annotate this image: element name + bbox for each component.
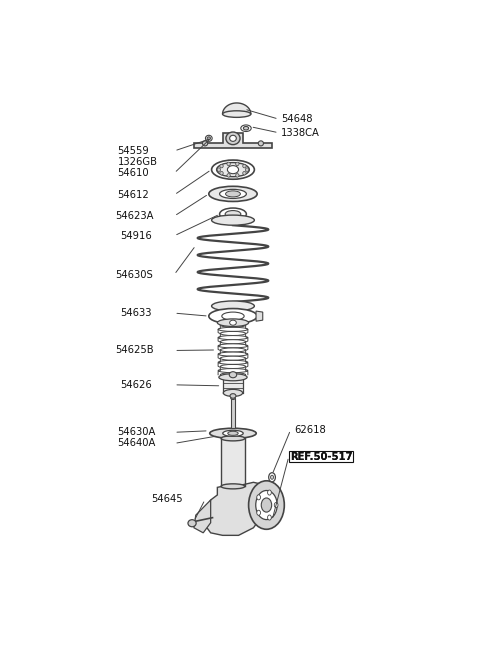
Ellipse shape	[220, 323, 246, 327]
Ellipse shape	[267, 490, 271, 495]
Text: 54645: 54645	[151, 495, 183, 504]
Ellipse shape	[219, 208, 246, 220]
Text: 1338CA: 1338CA	[281, 128, 320, 138]
Ellipse shape	[220, 373, 246, 377]
Ellipse shape	[243, 164, 246, 168]
Ellipse shape	[245, 168, 249, 171]
Ellipse shape	[205, 135, 212, 141]
Polygon shape	[205, 482, 268, 535]
Text: 54626: 54626	[120, 380, 152, 390]
Ellipse shape	[229, 320, 236, 325]
Text: 54625B: 54625B	[115, 346, 154, 356]
Ellipse shape	[218, 360, 248, 364]
Ellipse shape	[227, 162, 230, 166]
Ellipse shape	[222, 312, 244, 320]
Ellipse shape	[220, 171, 223, 175]
Text: 54612: 54612	[118, 190, 149, 200]
Text: 54559: 54559	[118, 146, 149, 156]
Text: 54623A: 54623A	[115, 211, 154, 221]
Ellipse shape	[220, 365, 246, 369]
Ellipse shape	[257, 495, 261, 500]
Ellipse shape	[221, 436, 245, 441]
Ellipse shape	[226, 132, 240, 144]
Polygon shape	[256, 311, 263, 321]
Ellipse shape	[218, 344, 248, 348]
Ellipse shape	[212, 160, 254, 179]
Ellipse shape	[223, 111, 251, 117]
Ellipse shape	[258, 141, 264, 146]
Ellipse shape	[223, 390, 243, 396]
Ellipse shape	[209, 308, 257, 323]
Ellipse shape	[236, 162, 239, 166]
Ellipse shape	[220, 348, 246, 352]
Ellipse shape	[228, 431, 238, 436]
Text: 54640A: 54640A	[118, 438, 156, 449]
Ellipse shape	[231, 396, 235, 400]
Ellipse shape	[217, 168, 220, 171]
Text: 54648: 54648	[281, 114, 313, 124]
Ellipse shape	[218, 327, 248, 331]
Polygon shape	[223, 379, 243, 393]
Ellipse shape	[249, 481, 284, 529]
Polygon shape	[221, 438, 245, 486]
Ellipse shape	[223, 375, 243, 382]
Text: 54633: 54633	[120, 308, 152, 318]
Ellipse shape	[269, 473, 276, 482]
Ellipse shape	[261, 498, 272, 512]
Ellipse shape	[203, 141, 208, 146]
Ellipse shape	[216, 163, 249, 176]
Ellipse shape	[218, 352, 248, 356]
Text: 62618: 62618	[294, 425, 326, 435]
Ellipse shape	[217, 319, 249, 327]
Ellipse shape	[218, 336, 248, 340]
Ellipse shape	[188, 520, 196, 527]
Ellipse shape	[221, 484, 245, 489]
Text: 54610: 54610	[118, 168, 149, 178]
Ellipse shape	[207, 137, 210, 140]
Ellipse shape	[236, 174, 239, 177]
Ellipse shape	[212, 301, 254, 311]
Ellipse shape	[219, 190, 246, 198]
Ellipse shape	[227, 174, 230, 177]
Text: 54916: 54916	[120, 231, 152, 241]
Ellipse shape	[220, 356, 246, 360]
Ellipse shape	[229, 372, 237, 378]
Ellipse shape	[229, 135, 236, 141]
Ellipse shape	[220, 164, 223, 168]
Ellipse shape	[257, 510, 261, 515]
Ellipse shape	[230, 394, 236, 398]
Ellipse shape	[267, 515, 271, 520]
Text: REF.50-517: REF.50-517	[290, 451, 352, 462]
Ellipse shape	[223, 430, 243, 436]
Polygon shape	[194, 500, 211, 533]
Ellipse shape	[210, 428, 256, 438]
Polygon shape	[194, 133, 272, 148]
Ellipse shape	[241, 125, 251, 131]
Polygon shape	[223, 103, 251, 114]
Ellipse shape	[219, 374, 247, 380]
Ellipse shape	[209, 186, 257, 201]
Ellipse shape	[220, 340, 246, 344]
Ellipse shape	[226, 191, 240, 197]
Text: 54630S: 54630S	[115, 270, 153, 279]
Ellipse shape	[243, 127, 249, 130]
Ellipse shape	[243, 171, 246, 175]
Text: 54630A: 54630A	[118, 427, 156, 438]
Ellipse shape	[274, 502, 278, 508]
Ellipse shape	[212, 215, 254, 225]
Ellipse shape	[218, 369, 248, 373]
Ellipse shape	[271, 475, 274, 480]
Ellipse shape	[225, 211, 241, 218]
Text: 1326GB: 1326GB	[118, 157, 157, 167]
Ellipse shape	[220, 331, 246, 335]
Text: REF.50-517: REF.50-517	[290, 451, 352, 462]
Ellipse shape	[228, 165, 239, 174]
Polygon shape	[231, 398, 235, 428]
Ellipse shape	[256, 491, 277, 520]
